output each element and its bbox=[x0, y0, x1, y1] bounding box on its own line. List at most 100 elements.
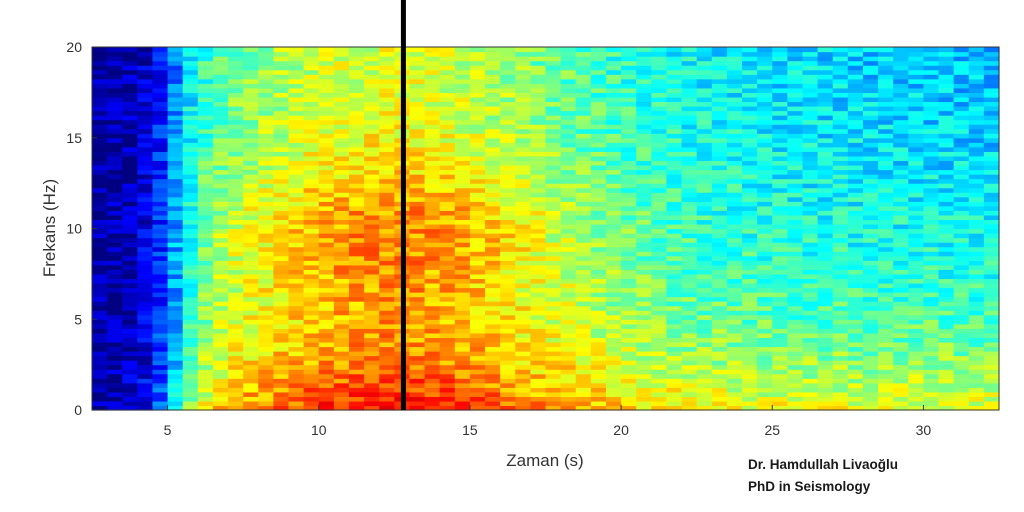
heatmap-cell bbox=[303, 273, 320, 280]
heatmap-cell bbox=[636, 110, 652, 116]
heatmap-cell bbox=[651, 264, 668, 270]
heatmap-cell bbox=[847, 364, 864, 370]
heatmap-cell bbox=[787, 83, 804, 89]
heatmap-cell bbox=[212, 83, 229, 89]
heatmap-cell bbox=[802, 169, 819, 175]
heatmap-cell bbox=[590, 60, 607, 66]
heatmap-cell bbox=[228, 192, 244, 198]
heatmap-cell bbox=[772, 246, 788, 252]
heatmap-cell bbox=[454, 351, 471, 357]
heatmap-cell bbox=[288, 51, 305, 57]
heatmap-cell bbox=[243, 133, 259, 139]
heatmap-cell bbox=[666, 332, 683, 338]
heatmap-cell bbox=[409, 400, 426, 407]
heatmap-cell bbox=[454, 269, 471, 275]
heatmap-cell bbox=[288, 110, 305, 116]
heatmap-cell bbox=[182, 96, 199, 103]
heatmap-cell bbox=[152, 65, 169, 71]
heatmap-cell bbox=[545, 137, 562, 143]
heatmap-cell bbox=[137, 201, 154, 207]
heatmap-cell bbox=[197, 223, 214, 230]
heatmap-cell bbox=[923, 187, 940, 193]
heatmap-cell bbox=[651, 296, 668, 302]
heatmap-cell bbox=[545, 96, 562, 103]
heatmap-cell bbox=[197, 83, 214, 89]
heatmap-cell bbox=[605, 169, 622, 175]
heatmap-cell bbox=[757, 174, 773, 180]
heatmap-cell bbox=[485, 405, 501, 411]
heatmap-cell bbox=[258, 105, 274, 112]
heatmap-cell bbox=[243, 264, 259, 270]
heatmap-cell bbox=[288, 351, 305, 357]
heatmap-cell bbox=[454, 346, 471, 352]
heatmap-cell bbox=[333, 351, 350, 357]
heatmap-cell bbox=[288, 369, 305, 375]
heatmap-cell bbox=[923, 387, 940, 393]
heatmap-cell bbox=[500, 124, 516, 130]
heatmap-cell bbox=[167, 405, 184, 411]
heatmap-cell bbox=[409, 83, 426, 89]
heatmap-cell bbox=[802, 369, 819, 375]
heatmap-cell bbox=[228, 323, 244, 329]
heatmap-cell bbox=[605, 391, 622, 397]
heatmap-cell bbox=[938, 319, 955, 325]
heatmap-cell bbox=[515, 56, 531, 62]
heatmap-cell bbox=[742, 332, 758, 338]
heatmap-cell bbox=[908, 400, 925, 407]
heatmap-cell bbox=[878, 369, 894, 375]
heatmap-cell bbox=[364, 337, 380, 343]
heatmap-cell bbox=[485, 233, 501, 239]
heatmap-cell bbox=[167, 400, 184, 407]
heatmap-cell bbox=[243, 246, 259, 252]
heatmap-cell bbox=[152, 360, 169, 366]
heatmap-cell bbox=[454, 110, 471, 116]
heatmap-cell bbox=[983, 400, 1000, 407]
heatmap-cell bbox=[802, 246, 819, 252]
heatmap-cell bbox=[228, 183, 244, 189]
heatmap-cell bbox=[545, 382, 562, 388]
heatmap-cell bbox=[802, 273, 819, 280]
heatmap-cell bbox=[137, 382, 154, 388]
heatmap-cell bbox=[167, 178, 184, 184]
heatmap-cell bbox=[711, 105, 728, 112]
heatmap-cell bbox=[409, 296, 426, 302]
heatmap-cell bbox=[243, 400, 259, 407]
x-tick-label: 25 bbox=[764, 422, 780, 438]
heatmap-cell bbox=[757, 351, 773, 357]
heatmap-cell bbox=[379, 310, 395, 316]
heatmap-cell bbox=[530, 396, 547, 402]
heatmap-cell bbox=[424, 187, 441, 193]
heatmap-cell bbox=[742, 96, 758, 103]
heatmap-cell bbox=[605, 233, 622, 239]
heatmap-cell bbox=[711, 360, 728, 366]
heatmap-cell bbox=[92, 105, 108, 112]
heatmap-cell bbox=[409, 65, 426, 71]
heatmap-cell bbox=[545, 305, 562, 311]
heatmap-cell bbox=[938, 169, 955, 175]
heatmap-cell bbox=[258, 96, 274, 103]
heatmap-cell bbox=[530, 237, 547, 243]
heatmap-cell bbox=[696, 187, 713, 193]
heatmap-cell bbox=[348, 146, 365, 152]
heatmap-cell bbox=[938, 364, 955, 370]
heatmap-cell bbox=[303, 233, 320, 239]
heatmap-cell bbox=[560, 400, 577, 407]
heatmap-cell bbox=[500, 78, 516, 84]
heatmap-cell bbox=[454, 387, 471, 393]
heatmap-cell bbox=[711, 133, 728, 139]
heatmap-cell bbox=[318, 323, 335, 329]
heatmap-cell bbox=[258, 205, 274, 211]
heatmap-cell bbox=[515, 233, 531, 239]
heatmap-cell bbox=[968, 192, 985, 198]
heatmap-cell bbox=[575, 319, 592, 325]
heatmap-cell bbox=[802, 142, 819, 148]
heatmap-cell bbox=[726, 101, 743, 107]
heatmap-cell bbox=[938, 242, 955, 248]
heatmap-cell bbox=[621, 56, 637, 62]
heatmap-cell bbox=[92, 178, 108, 184]
heatmap-cell bbox=[560, 296, 577, 302]
heatmap-cell bbox=[364, 78, 380, 84]
heatmap-cell bbox=[318, 124, 335, 130]
heatmap-cell bbox=[530, 160, 547, 166]
